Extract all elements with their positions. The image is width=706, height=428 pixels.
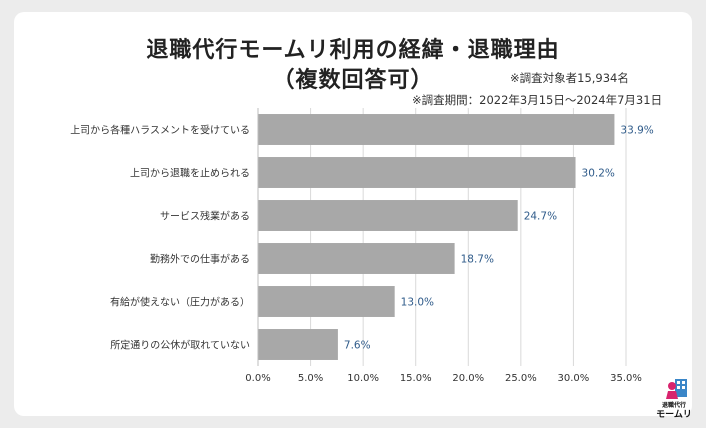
- value-label: 30.2%: [582, 168, 615, 180]
- value-label: 33.9%: [620, 125, 653, 137]
- bar: [258, 243, 455, 274]
- bar: [258, 200, 518, 231]
- category-label: 所定通りの公休が取れていない: [110, 339, 250, 352]
- x-tick-label: 25.0%: [505, 373, 537, 384]
- respondents-note: ※調査対象者15,934名: [510, 71, 629, 85]
- x-tick-label: 35.0%: [610, 373, 642, 384]
- x-tick-label: 0.0%: [245, 373, 270, 384]
- bar: [258, 329, 338, 360]
- x-tick-label: 10.0%: [347, 373, 379, 384]
- bar: [258, 114, 615, 145]
- brand-mark-icon: [666, 379, 687, 399]
- brand-line2: モームリ: [656, 410, 692, 420]
- survey-period-note: ※調査期間：2022年3月15日〜2024年7月31日: [412, 93, 663, 107]
- chart-subtitle: （複数回答可）: [272, 68, 434, 93]
- category-label: 上司から退職を止められる: [130, 168, 250, 180]
- brand-line1: 退職代行: [661, 402, 686, 409]
- value-label: 13.0%: [401, 297, 434, 309]
- category-label: 勤務外での仕事がある: [150, 253, 250, 266]
- category-label: 上司から各種ハラスメントを受けている: [70, 124, 250, 137]
- chart-title: 退職代行モームリ利用の経緯・退職理由: [146, 38, 560, 63]
- x-tick-label: 20.0%: [452, 373, 484, 384]
- brand-logo: 退職代行 モームリ: [652, 378, 696, 420]
- value-label: 18.7%: [461, 254, 494, 266]
- x-tick-label: 15.0%: [400, 373, 432, 384]
- category-label: サービス残業がある: [160, 210, 250, 223]
- x-tick-label: 5.0%: [298, 373, 323, 384]
- value-label: 7.6%: [344, 340, 371, 352]
- category-label: 有給が使えない（圧力がある）: [110, 296, 250, 309]
- bar: [258, 286, 395, 317]
- value-label: 24.7%: [524, 211, 557, 223]
- bar: [258, 157, 576, 188]
- x-tick-label: 30.0%: [558, 373, 590, 384]
